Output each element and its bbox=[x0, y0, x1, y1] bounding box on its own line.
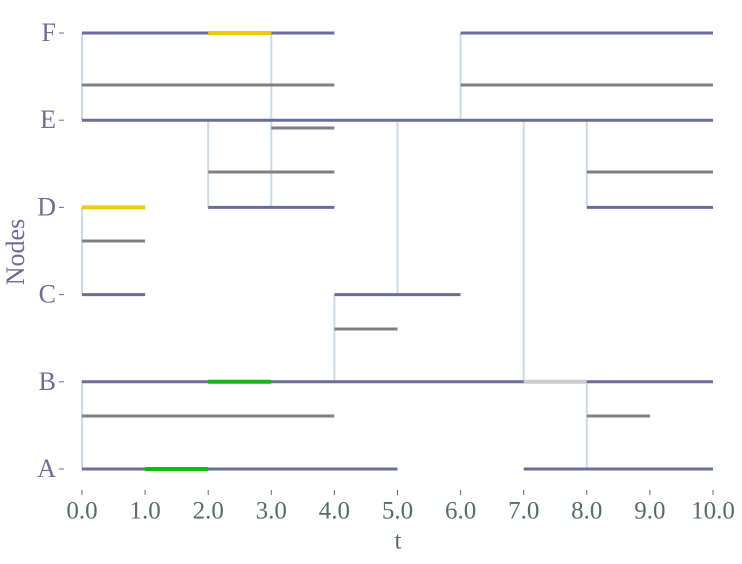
x-tick-label: 2.0 bbox=[193, 498, 224, 525]
x-axis-label: t bbox=[395, 528, 402, 555]
x-tick-label: 8.0 bbox=[571, 498, 602, 525]
x-tick-label: 5.0 bbox=[382, 498, 413, 525]
x-tick-label: 6.0 bbox=[445, 498, 476, 525]
x-tick-label: 0.0 bbox=[66, 498, 97, 525]
y-tick-label: A bbox=[37, 454, 56, 483]
x-tick-label: 4.0 bbox=[319, 498, 350, 525]
y-axis-label: Nodes bbox=[1, 219, 30, 285]
x-tick-label: 10.0 bbox=[691, 498, 735, 525]
y-tick-label: B bbox=[39, 367, 56, 396]
y-tick-label: C bbox=[39, 280, 56, 309]
x-tick-label: 7.0 bbox=[508, 498, 539, 525]
x-tick-label: 1.0 bbox=[129, 498, 160, 525]
y-tick-label: D bbox=[37, 192, 56, 221]
x-tick-label: 9.0 bbox=[634, 498, 665, 525]
y-tick-label: E bbox=[40, 105, 56, 134]
x-tick-label: 3.0 bbox=[256, 498, 287, 525]
y-tick-label: F bbox=[42, 18, 56, 47]
